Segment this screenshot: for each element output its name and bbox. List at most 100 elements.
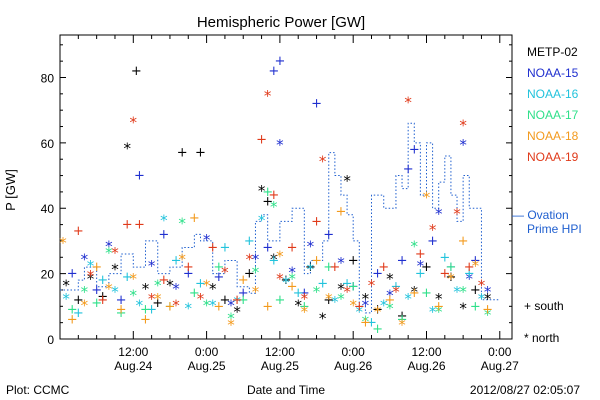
x-tick-time-label: 12:00 [118,345,148,359]
point-noaa-16-south: + [268,254,279,269]
point-noaa-17-south: + [91,296,102,311]
point-noaa-18-south: + [433,299,444,314]
point-noaa-17-north: * [288,270,296,288]
point-metp-02-north: * [459,300,467,318]
point-noaa-18-south: + [360,316,371,331]
point-noaa-17-north: * [203,296,211,314]
point-metp-02-south: + [397,309,408,324]
point-noaa-15-north: * [203,231,211,249]
point-noaa-18-north: * [252,283,260,301]
point-noaa-18-south: + [409,286,420,301]
point-noaa-19-south: + [134,218,145,233]
point-metp-02-south: + [262,195,273,210]
point-noaa-16-south: + [317,276,328,291]
point-noaa-16-north: * [478,290,486,308]
x-tick-date-label: Aug.26 [407,359,445,373]
point-noaa-18-north: * [472,257,480,275]
point-noaa-19-north: * [459,117,467,135]
point-noaa-18-south: + [311,254,322,269]
x-axis-ticks: 12:00Aug.240:00Aug.2512:00Aug.250:00Aug.… [59,35,519,373]
point-noaa-17-north: * [227,309,235,327]
point-noaa-15-south: + [134,169,145,184]
point-noaa-18-south: + [384,293,395,308]
point-noaa-19-north: * [478,277,486,295]
point-noaa-15-north: * [417,257,425,275]
point-noaa-15-south: + [274,54,285,69]
point-metp-02-south: + [470,283,481,298]
point-noaa-17-north: * [130,287,138,305]
point-noaa-16-north: * [87,257,95,275]
legend-south: + south [524,299,564,313]
point-noaa-19-north: * [319,152,327,170]
point-noaa-18-south: + [189,211,200,226]
point-metp-02-south: + [281,273,292,288]
point-noaa-19-south: + [268,188,279,203]
point-noaa-18-north: * [301,303,309,321]
point-noaa-15-north: * [307,237,315,255]
point-noaa-15-south: + [67,267,78,282]
x-tick-date-label: Aug.27 [481,359,519,373]
point-noaa-19-south: + [378,260,389,275]
point-metp-02-south: + [131,64,142,79]
point-noaa-15-north: * [148,257,156,275]
point-noaa-15-north: * [172,280,180,298]
point-noaa-15-south: + [323,227,334,242]
point-noaa-15-north: * [81,251,89,269]
point-noaa-17-north: * [435,303,443,321]
point-metp-02-south: + [195,146,206,161]
point-metp-02-north: * [337,280,345,298]
point-noaa-17-north: * [178,215,186,233]
point-noaa-16-north: * [282,273,290,291]
point-noaa-15-north: * [362,296,370,314]
point-noaa-15-south: + [268,64,279,79]
point-noaa-19-south: + [311,214,322,229]
x-tick-date-label: Aug.25 [188,359,226,373]
point-noaa-18-north: * [423,188,431,206]
point-noaa-17-south: + [470,299,481,314]
point-noaa-17-south: + [140,303,151,318]
x-axis-label: Date and Time [247,383,325,397]
x-tick-date-label: Aug.24 [114,359,152,373]
point-metp-02-north: * [319,309,327,327]
point-metp-02-south: + [152,296,163,311]
point-noaa-15-south: + [116,293,127,308]
y-tick-label: 0 [47,333,54,347]
legend-ovation-line1: — Ovation [512,208,569,222]
point-noaa-16-north: * [453,283,461,301]
point-noaa-17-north: * [484,306,492,324]
point-noaa-15-north: * [252,251,260,269]
point-metp-02-south: + [348,254,359,269]
legend-item-noaa-17: NOAA-17 [527,108,579,122]
point-noaa-17-south: + [421,286,432,301]
point-metp-02-north: * [62,277,70,295]
point-noaa-16-north: * [331,293,339,311]
point-noaa-15-south: + [299,286,310,301]
point-noaa-16-south: + [73,306,84,321]
point-noaa-15-north: * [459,136,467,154]
point-noaa-16-north: * [111,283,119,301]
legend-item-noaa-18: NOAA-18 [527,129,579,143]
x-tick-time-label: 0:00 [488,345,512,359]
point-noaa-17-south: + [189,286,200,301]
point-noaa-16-south: + [415,267,426,282]
point-noaa-15-south: + [348,280,359,295]
point-metp-02-north: * [362,290,370,308]
point-noaa-15-south: + [427,234,438,249]
point-metp-02-north: * [411,283,419,301]
point-noaa-18-north: * [447,270,455,288]
point-noaa-19-north: * [148,290,156,308]
point-metp-02-south: + [445,270,456,285]
point-noaa-17-south: + [372,322,383,337]
point-metp-02-north: * [123,139,131,157]
point-noaa-17-south: + [116,306,127,321]
point-metp-02-north: * [233,303,241,321]
point-metp-02-south: + [97,290,108,305]
point-noaa-18-south: + [238,273,249,288]
point-noaa-19-north: * [453,205,461,223]
point-noaa-15-south: + [238,286,249,301]
point-noaa-16-south: + [195,276,206,291]
point-noaa-19-north: * [111,244,119,262]
point-noaa-15-north: * [105,237,113,255]
point-noaa-15-north: * [484,283,492,301]
ovation-step-path [60,122,500,314]
